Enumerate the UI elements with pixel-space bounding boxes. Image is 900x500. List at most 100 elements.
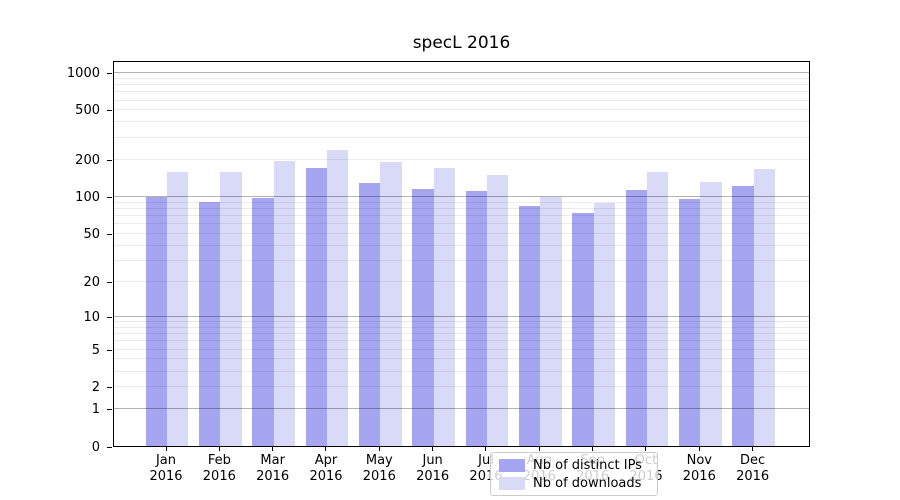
- bar-downloads: [326, 150, 349, 446]
- grid-line-minor: [114, 215, 809, 217]
- grid-line-minor: [114, 333, 809, 335]
- y-tick-mark: [107, 281, 112, 283]
- grid-line-minor: [114, 77, 809, 79]
- grid-line-minor: [114, 244, 809, 246]
- y-tick-label: 0: [91, 439, 100, 455]
- grid-line-minor: [114, 84, 809, 85]
- x-tick-mark: [538, 447, 540, 451]
- y-tick-label: 5: [91, 342, 100, 358]
- grid-line-minor: [114, 259, 809, 261]
- grid-line-minor: [114, 326, 809, 328]
- y-tick-label: 200: [75, 152, 100, 168]
- x-tick-mark: [325, 447, 327, 451]
- grid-line-minor: [114, 321, 809, 322]
- bar-distinct-ips: [679, 198, 701, 446]
- x-tick-label: Feb 2016: [202, 453, 236, 484]
- x-tick-label: Apr 2016: [309, 453, 343, 484]
- bar-distinct-ips: [305, 168, 327, 446]
- x-tick-label: May 2016: [362, 453, 396, 484]
- y-tick-label: 10: [83, 309, 100, 325]
- legend-item-distinct-ips: Nb of distinct IPs: [499, 458, 649, 473]
- y-tick-mark: [107, 159, 112, 161]
- bar-downloads: [273, 160, 295, 446]
- x-tick-label: Dec 2016: [736, 453, 770, 484]
- y-tick-mark: [107, 349, 112, 351]
- x-tick-label: Jan 2016: [149, 453, 183, 484]
- x-tick-mark: [698, 447, 700, 451]
- y-tick-label: 50: [83, 226, 100, 242]
- y-tick-mark: [107, 409, 112, 411]
- legend-swatch-distinct-ips: [499, 458, 525, 472]
- grid-line-minor: [114, 348, 809, 350]
- grid-line-minor: [114, 340, 809, 342]
- legend-swatch-downloads: [499, 476, 525, 490]
- y-tick-mark: [107, 72, 112, 74]
- grid-line-minor: [114, 201, 809, 203]
- x-tick-mark: [165, 447, 167, 451]
- grid-line-minor: [114, 121, 809, 123]
- y-tick-label: 2: [91, 380, 100, 396]
- grid-line-minor: [114, 223, 809, 225]
- bar-distinct-ips: [625, 190, 647, 446]
- bar-downloads: [380, 162, 402, 446]
- x-tick-mark: [485, 447, 487, 451]
- bar-downloads: [646, 172, 669, 446]
- y-tick-mark: [107, 110, 112, 112]
- grid-line-minor: [114, 358, 809, 360]
- bar-distinct-ips: [145, 196, 167, 446]
- bar-distinct-ips: [732, 185, 754, 446]
- grid-line-minor: [114, 232, 809, 234]
- y-tick-label: 500: [75, 103, 100, 119]
- bar-distinct-ips: [572, 213, 594, 446]
- legend-item-downloads: Nb of downloads: [499, 476, 649, 491]
- y-tick-mark: [107, 233, 112, 235]
- bar-distinct-ips: [252, 198, 274, 446]
- y-tick-label: 100: [75, 189, 100, 205]
- bar-downloads: [433, 168, 455, 446]
- y-tick-mark: [107, 196, 112, 198]
- grid-line-minor: [114, 91, 809, 93]
- grid-line-major: [114, 71, 809, 73]
- y-tick-mark: [107, 446, 112, 448]
- grid-line-minor: [114, 280, 809, 282]
- legend: Nb of distinct IPs Nb of downloads: [490, 452, 658, 496]
- bar-downloads: [700, 182, 722, 446]
- grid-line-minor: [114, 136, 809, 138]
- y-tick-label: 20: [83, 274, 100, 290]
- y-tick-mark: [107, 387, 112, 389]
- x-tick-label: Nov 2016: [682, 453, 716, 484]
- bar-downloads: [540, 197, 562, 446]
- grid-line-minor: [114, 109, 809, 111]
- y-tick-mark: [107, 316, 112, 318]
- bar-distinct-ips: [412, 189, 434, 446]
- bar-downloads: [167, 171, 189, 446]
- chart-title: specL 2016: [412, 33, 511, 53]
- legend-label-downloads: Nb of downloads: [533, 475, 642, 491]
- x-tick-mark: [645, 447, 647, 451]
- y-tick-label: 1000: [66, 65, 100, 81]
- x-tick-mark: [752, 447, 754, 451]
- grid-line-minor: [114, 370, 809, 372]
- plot-area: Nb of distinct IPs Nb of downloads: [113, 61, 810, 496]
- bar-distinct-ips: [199, 202, 221, 446]
- bar-distinct-ips: [359, 183, 381, 446]
- y-tick-label: 1: [91, 402, 100, 418]
- grid-line-minor: [114, 207, 809, 209]
- x-tick-mark: [378, 447, 380, 451]
- bar-downloads: [220, 171, 242, 446]
- x-tick-label: Jun 2016: [416, 453, 450, 484]
- bar-downloads: [486, 175, 509, 446]
- grid-line-major: [114, 315, 809, 317]
- grid-line-major: [114, 195, 809, 197]
- grid-line-minor: [114, 386, 809, 388]
- x-tick-label: Mar 2016: [256, 453, 290, 484]
- bar-downloads: [753, 168, 775, 446]
- legend-label-distinct-ips: Nb of distinct IPs: [533, 457, 642, 473]
- bar-distinct-ips: [519, 206, 541, 446]
- x-tick-mark: [592, 447, 594, 451]
- x-tick-mark: [272, 447, 274, 451]
- bar-downloads: [593, 202, 615, 446]
- bar-distinct-ips: [465, 191, 487, 446]
- grid-line-major: [114, 408, 809, 410]
